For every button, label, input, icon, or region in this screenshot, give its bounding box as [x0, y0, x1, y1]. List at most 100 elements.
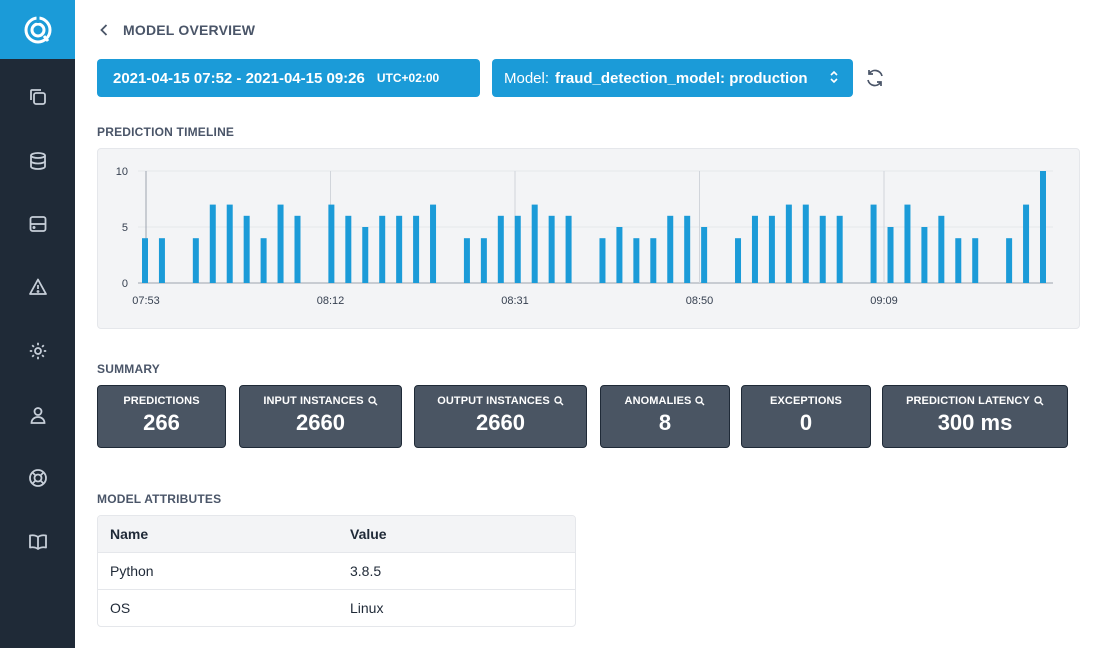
bar [531, 204, 538, 283]
timeline-svg: 0 5 10 07:53 08:12 08:31 08:50 09:09 [116, 166, 1053, 307]
back-button[interactable] [97, 20, 111, 40]
bar [921, 227, 928, 283]
nav-support[interactable] [0, 458, 75, 498]
y-tick-label: 5 [122, 222, 128, 234]
date-range-text: 2021-04-15 07:52 - 2021-04-15 09:26 [113, 69, 365, 87]
bar [379, 215, 386, 283]
bar [497, 215, 504, 283]
card-label: OUTPUT INSTANCES [437, 395, 550, 407]
bar [243, 215, 250, 283]
card-value: 8 [658, 410, 672, 435]
bar [413, 215, 420, 283]
bar [396, 215, 403, 283]
table-row: OS Linux [98, 589, 575, 626]
bar [599, 238, 606, 283]
main-content: MODEL OVERVIEW 2021-04-15 07:52 - 2021-0… [75, 0, 1100, 648]
card-label: PREDICTION LATENCY [906, 395, 1030, 407]
page-header: MODEL OVERVIEW [97, 20, 255, 40]
settings-gear-icon [29, 342, 46, 360]
chevron-left-icon [100, 24, 108, 36]
card-label: INPUT INSTANCES [263, 395, 364, 407]
summary-title: SUMMARY [97, 362, 160, 376]
model-attributes-table: Name Value Python 3.8.5 OS Linux [97, 515, 576, 627]
bar [701, 227, 708, 283]
summary-card-anomalies[interactable]: ANOMALIES 8 [600, 385, 730, 448]
card-value: 0 [799, 410, 813, 435]
nav-alerts[interactable] [0, 267, 75, 307]
card-label: PREDICTIONS [123, 395, 200, 407]
card-value: 2660 [296, 410, 345, 435]
book-icon [28, 534, 47, 550]
app-logo-icon[interactable] [0, 0, 75, 59]
nav-database[interactable] [0, 141, 75, 181]
y-tick-label: 0 [122, 278, 128, 290]
refresh-button[interactable] [864, 67, 886, 89]
bar [430, 204, 437, 283]
bar [684, 215, 691, 283]
bar [514, 215, 521, 283]
server-icon [29, 216, 46, 232]
summary-card-exceptions: EXCEPTIONS 0 [741, 385, 871, 448]
bar [785, 204, 792, 283]
refresh-icon [867, 69, 883, 87]
bar [260, 238, 267, 283]
summary-card-predictions: PREDICTIONS 266 [97, 385, 226, 448]
table-row: Python 3.8.5 [98, 552, 575, 589]
search-icon [367, 396, 378, 406]
model-select[interactable]: Model: fraud_detection_model: production [492, 59, 853, 97]
table-header-row: Name Value [98, 516, 575, 552]
attribute-value: Linux [350, 600, 384, 616]
bar [548, 215, 555, 283]
nav-user[interactable] [0, 395, 75, 435]
nav-settings[interactable] [0, 331, 75, 371]
bar [735, 238, 742, 283]
summary-card-input-instances[interactable]: INPUT INSTANCES 2660 [239, 385, 402, 448]
model-select-label: Model: [504, 69, 550, 87]
nav-docs[interactable] [0, 522, 75, 562]
page-title: MODEL OVERVIEW [123, 22, 256, 38]
bar [277, 204, 284, 283]
date-range-picker[interactable]: 2021-04-15 07:52 - 2021-04-15 09:26 UTC+… [97, 59, 480, 97]
bar [802, 204, 809, 283]
bar [480, 238, 487, 283]
bar [616, 227, 623, 283]
bar [345, 215, 352, 283]
x-tick-label: 08:50 [686, 295, 714, 307]
nav-server[interactable] [0, 204, 75, 244]
bar [565, 215, 572, 283]
bar [192, 238, 199, 283]
column-header-value: Value [350, 526, 387, 542]
bar [294, 215, 301, 283]
card-value: 266 [143, 410, 180, 435]
bar [226, 204, 233, 283]
bar [938, 215, 945, 283]
bar [158, 238, 165, 283]
x-tick-label: 07:53 [132, 295, 160, 307]
bar [870, 204, 877, 283]
bar [751, 215, 758, 283]
bar [904, 204, 911, 283]
bar [1023, 204, 1030, 283]
timezone-text: UTC+02:00 [376, 71, 440, 85]
nav-copy[interactable] [0, 77, 75, 117]
card-label: ANOMALIES [624, 395, 692, 407]
attributes-title: MODEL ATTRIBUTES [97, 492, 222, 506]
bar [650, 238, 657, 283]
card-label: EXCEPTIONS [770, 395, 842, 407]
timeline-title: PREDICTION TIMELINE [97, 125, 235, 139]
bar [836, 215, 843, 283]
bar [362, 227, 369, 283]
attribute-name: OS [110, 600, 131, 616]
copy-icon [29, 89, 46, 105]
summary-card-output-instances[interactable]: OUTPUT INSTANCES 2660 [414, 385, 587, 448]
summary-card-prediction-latency[interactable]: PREDICTION LATENCY 300 ms [882, 385, 1068, 448]
y-tick-label: 10 [116, 166, 128, 178]
user-icon [30, 407, 45, 424]
attribute-value: 3.8.5 [350, 563, 382, 579]
bar [768, 215, 775, 283]
x-tick-label: 09:09 [870, 295, 898, 307]
bar [819, 215, 826, 283]
bar [463, 238, 470, 283]
bar [955, 238, 962, 283]
search-icon [695, 396, 705, 406]
